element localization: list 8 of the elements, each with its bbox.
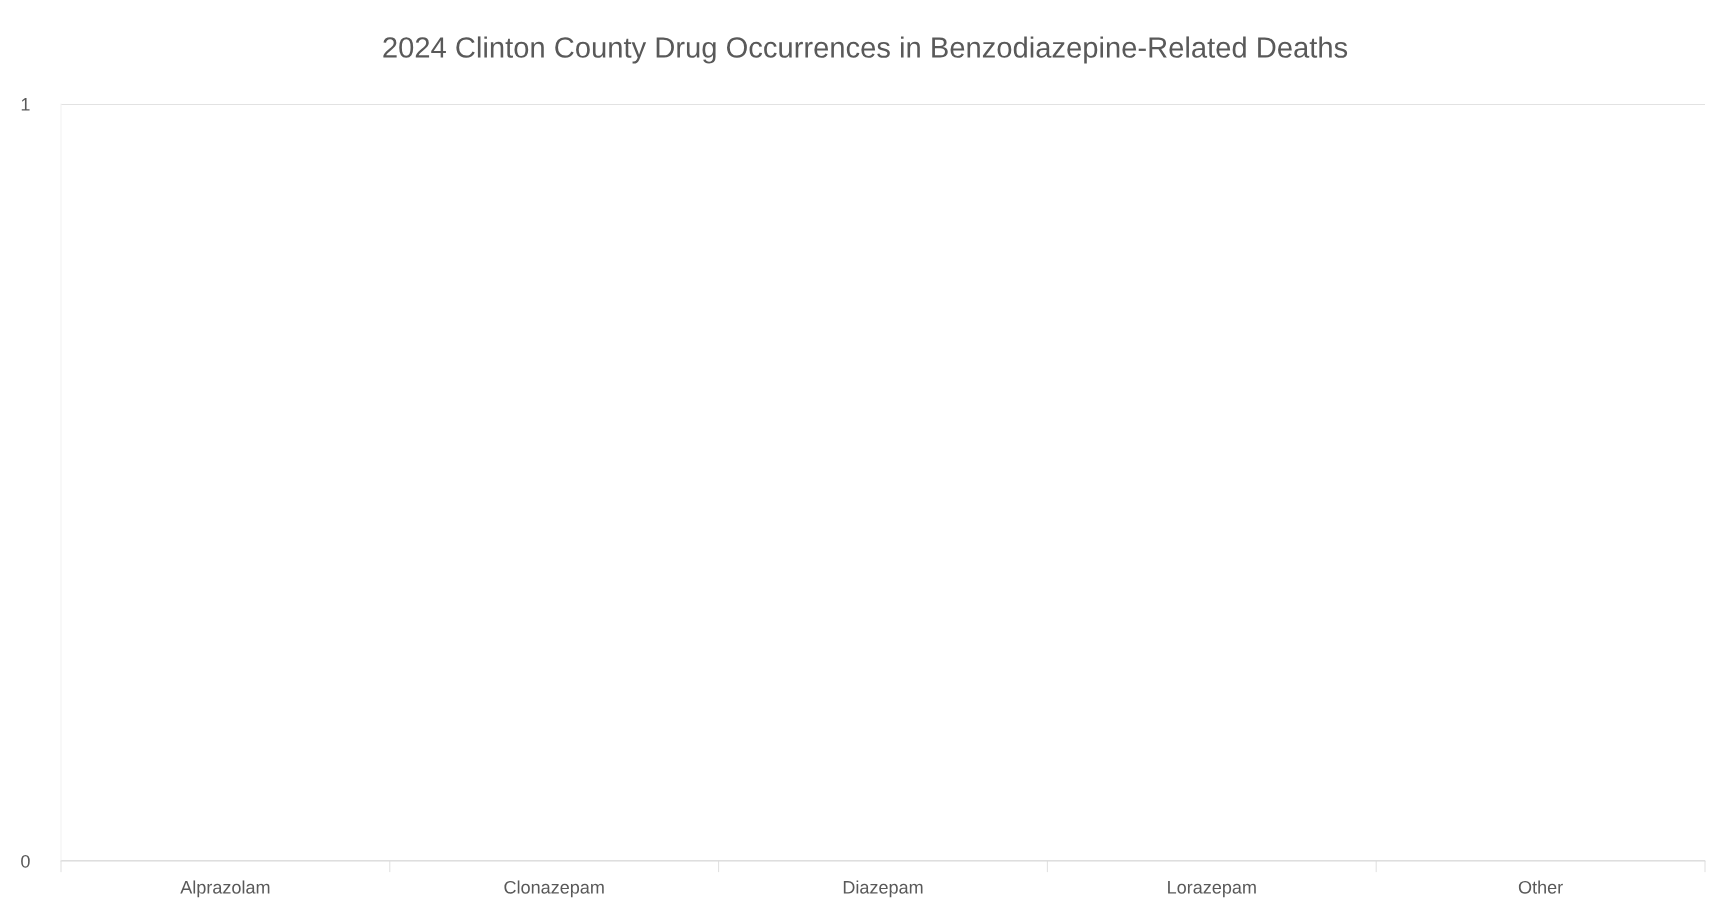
x-tick-label: Other: [1518, 880, 1563, 894]
x-tick-label: Alprazolam: [180, 880, 270, 898]
y-tick-label: 0: [21, 854, 30, 868]
y-tick-label: 1: [21, 98, 30, 111]
x-tick-label: Diazepam: [843, 880, 923, 898]
chart-title: 2024 Clinton County Drug Occurrences in Benzodiazepine-Related Deaths: [383, 36, 1348, 64]
x-tick-label: Lorazepam: [1168, 881, 1256, 898]
x-tick-label: Clonazepam: [504, 880, 604, 898]
